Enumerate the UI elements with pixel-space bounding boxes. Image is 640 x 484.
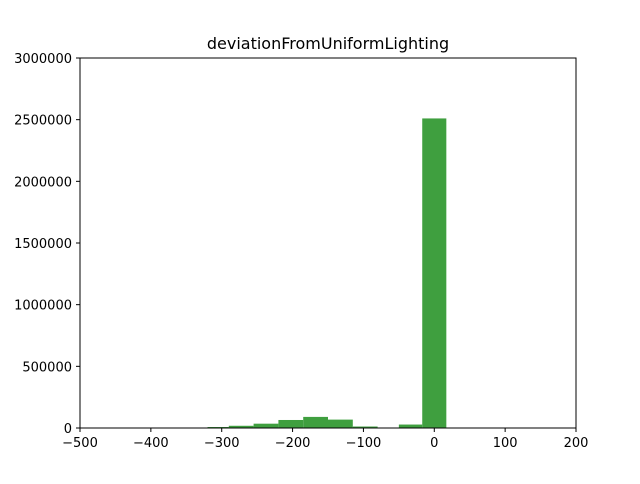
x-tick-label: −300 <box>204 436 240 451</box>
x-axis: −500 −400 −300 −200 −100 0 100 200 <box>62 428 588 451</box>
histogram-bar-8 <box>422 118 447 428</box>
y-axis: 0 500000 1000000 1500000 2000000 2500000 30000… <box>14 52 80 437</box>
x-tick-label: −400 <box>133 436 169 451</box>
y-tick-label: 2500000 <box>14 114 72 129</box>
histogram-bar-1 <box>228 425 254 428</box>
y-tick-label: 1500000 <box>14 237 72 252</box>
histogram-bar-5 <box>328 419 353 428</box>
chart-title: deviationFromUniformLighting <box>207 34 449 53</box>
x-tick-label: 100 <box>493 436 518 451</box>
y-tick-label: 3000000 <box>14 52 72 67</box>
x-tick-label: 200 <box>564 436 589 451</box>
y-tick-label: 2000000 <box>14 175 72 190</box>
histogram-bar-3 <box>278 419 304 428</box>
histogram-bar-2 <box>253 423 279 428</box>
x-tick-label: −500 <box>62 436 98 451</box>
histogram-bar-6 <box>352 426 378 428</box>
x-tick-label: −200 <box>275 436 311 451</box>
histogram-bar-4 <box>303 416 328 428</box>
y-tick-label: 0 <box>64 422 72 437</box>
x-tick-label: −100 <box>346 436 382 451</box>
plot-frame <box>79 57 577 429</box>
y-tick-label: 1000000 <box>14 299 72 314</box>
x-tick-label: 0 <box>430 436 438 451</box>
bars-layer <box>207 118 447 428</box>
histogram-bar-7 <box>398 424 423 428</box>
y-tick-label: 500000 <box>22 360 72 375</box>
